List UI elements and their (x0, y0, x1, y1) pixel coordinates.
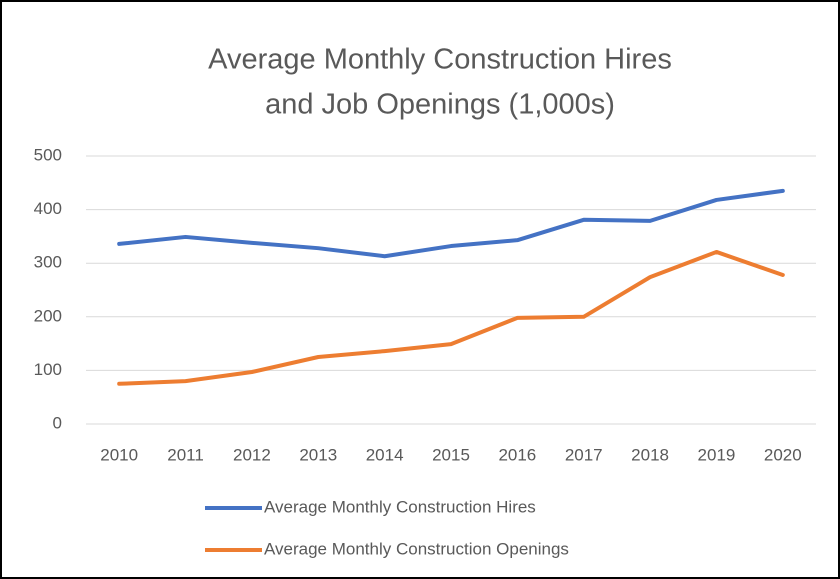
chart-title: and Job Openings (1,000s) (265, 89, 615, 121)
x-tick-label: 2011 (167, 445, 204, 464)
x-tick-label: 2015 (432, 445, 470, 464)
x-tick-label: 2018 (631, 445, 669, 464)
y-tick-label: 200 (34, 306, 62, 325)
x-tick-label: 2010 (100, 445, 138, 464)
x-tick-label: 2014 (366, 445, 404, 464)
legend-label: Average Monthly Construction Openings (264, 539, 569, 558)
x-tick-label: 2019 (698, 445, 736, 464)
y-tick-label: 100 (34, 360, 62, 379)
chart-title: Average Monthly Construction Hires (208, 44, 672, 76)
legend-label: Average Monthly Construction Hires (264, 497, 536, 516)
y-tick-label: 300 (34, 253, 62, 272)
x-tick-label: 2016 (498, 445, 536, 464)
x-tick-label: 2017 (565, 445, 603, 464)
y-tick-label: 400 (34, 199, 62, 218)
data-line (117, 249, 785, 386)
x-tick-label: 2013 (299, 445, 337, 464)
x-tick-label: 2020 (764, 445, 802, 464)
y-tick-label: 0 (53, 413, 62, 432)
data-line (117, 188, 785, 259)
y-tick-label: 500 (34, 145, 62, 164)
x-tick-label: 2012 (233, 445, 271, 464)
